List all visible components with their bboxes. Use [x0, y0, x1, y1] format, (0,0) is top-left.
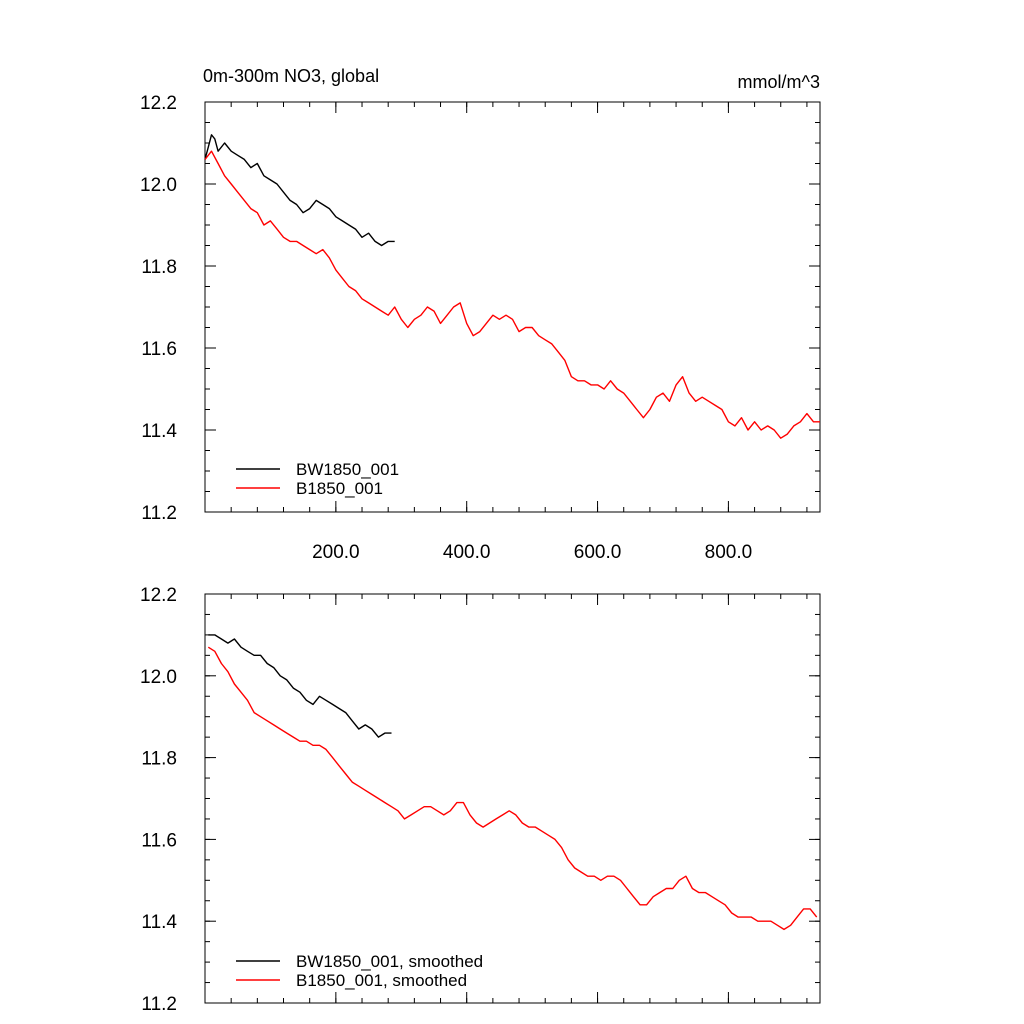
- plot-frame: [204, 101, 821, 513]
- y-tick-label: 11.4: [141, 912, 177, 933]
- y-tick-label: 11.4: [141, 421, 177, 442]
- x-tick-label: 600.0: [574, 542, 622, 563]
- series-line-0: [208, 634, 392, 738]
- x-tick-label: 200.0: [312, 542, 360, 563]
- y-tick-label: 12.0: [140, 175, 177, 196]
- legend-label: BW1850_001, smoothed: [296, 952, 483, 971]
- y-tick-label: 12.2: [140, 585, 177, 606]
- plot-frame: [204, 593, 821, 1004]
- y-tick-label: 11.2: [141, 994, 177, 1015]
- legend-label: B1850_001, smoothed: [296, 971, 467, 990]
- y-tick-label: 11.6: [141, 339, 177, 360]
- y-tick-label: 12.2: [140, 93, 177, 114]
- series-line-0: [204, 134, 395, 247]
- legend-label: B1850_001: [296, 479, 383, 498]
- series-line-1: [204, 150, 820, 439]
- top-panel: 0m-300m NO3, global mmol/m^3 11.2 11.4 11.…: [140, 66, 821, 563]
- legend-label: BW1850_001: [296, 460, 399, 479]
- x-tick-label: 800.0: [705, 542, 753, 563]
- y-tick-label: 11.2: [141, 503, 177, 524]
- y-tick-label: 11.8: [141, 257, 177, 278]
- y-tick-label: 11.8: [141, 749, 177, 770]
- series-line-1: [207, 646, 818, 931]
- x-tick-label: 400.0: [443, 542, 491, 563]
- y-tick-label: 11.6: [141, 830, 177, 851]
- bottom-panel: 11.2 11.4 11.6 11.8 12.0 12.2 BW1850_001, smoo…: [140, 585, 821, 1015]
- top-units: mmol/m^3: [738, 72, 820, 92]
- top-title: 0m-300m NO3, global: [203, 66, 379, 86]
- y-tick-label: 12.0: [140, 667, 177, 688]
